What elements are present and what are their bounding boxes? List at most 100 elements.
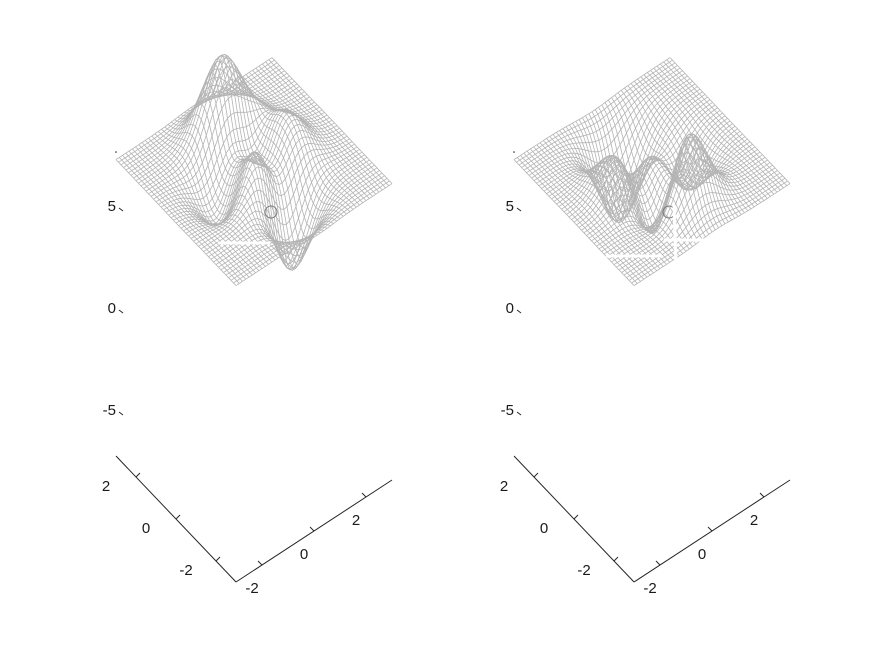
mesh-col-line: [184, 71, 305, 256]
render-artifacts: [584, 204, 720, 421]
mesh-col-line: [252, 70, 373, 197]
z-tick-mark: [516, 411, 522, 416]
mesh-col-line: [520, 155, 641, 282]
mesh-col-line: [115, 159, 237, 286]
mesh-col-line: [588, 113, 710, 235]
mesh-row-line: [633, 183, 791, 286]
x-tick-mark: [309, 526, 315, 532]
mesh-col-line: [594, 109, 716, 231]
z-tick-label: -5: [501, 402, 514, 419]
mesh-col-line: [640, 76, 762, 203]
z-axis-top-dot: [115, 151, 117, 153]
y-tick-label: 0: [540, 520, 548, 537]
mesh-col-line: [591, 111, 713, 233]
surface-mesh: [115, 53, 393, 286]
mesh-col-line: [536, 144, 658, 272]
x-tick-label: 0: [300, 546, 308, 563]
mesh-col-line: [562, 128, 684, 254]
mesh-col-line: [262, 63, 383, 191]
mesh-col-line: [206, 64, 328, 258]
z-tick-mark: [516, 309, 522, 314]
mesh-col-line: [617, 92, 739, 217]
z-tick-mark: [118, 207, 124, 212]
mesh-col-line: [552, 134, 674, 261]
mesh-col-line: [543, 140, 664, 267]
artifact-stroke: [630, 299, 636, 421]
artifact-stroke: [612, 363, 618, 421]
mesh-col-line: [210, 70, 331, 250]
x-tick-mark: [257, 560, 263, 566]
mesh-col-line: [578, 119, 700, 242]
x-tick-label: 2: [750, 512, 758, 529]
mesh-col-line: [161, 128, 282, 257]
y-tick-label: -2: [179, 562, 192, 579]
mesh-col-line: [122, 155, 243, 282]
mesh-col-line: [164, 126, 286, 255]
mesh-row-line: [518, 62, 676, 166]
mesh-col-line: [656, 65, 778, 193]
mesh-col-line: [119, 157, 240, 284]
mesh-col-line: [539, 142, 661, 269]
mesh-col-line: [513, 159, 635, 286]
mesh-col-line: [268, 59, 390, 186]
artifact-stroke: [672, 204, 678, 266]
x-tick-label: 2: [352, 512, 360, 529]
z-axis-top-dot: [513, 151, 515, 153]
y-tick-label: 0: [142, 520, 150, 537]
surface-mesh: [513, 57, 791, 286]
mesh-row-line: [228, 175, 385, 279]
mesh-col-line: [219, 87, 341, 220]
mesh-col-line: [555, 132, 677, 259]
mesh-col-line: [187, 63, 308, 261]
surface-plot-left: -2 0 2 -2 0 2 -5 0 5: [102, 53, 393, 597]
mesh-col-line: [158, 131, 279, 259]
mesh-col-line: [190, 57, 311, 267]
mesh-col-line: [607, 99, 729, 223]
mesh-row-line: [516, 59, 673, 163]
mesh-col-line: [213, 76, 334, 240]
mesh-col-line: [265, 61, 386, 189]
z-tick-label: 5: [108, 198, 116, 215]
artifact-stroke: [258, 299, 264, 411]
y-tick-mark: [573, 514, 579, 520]
x-tick-label: -2: [245, 580, 258, 597]
z-tick-label: 0: [506, 300, 514, 317]
artifact-stroke: [232, 329, 238, 363]
y-tick-label: -2: [577, 562, 590, 579]
mesh-col-line: [624, 87, 745, 213]
mesh-col-line: [245, 74, 367, 201]
x-tick-mark: [361, 492, 367, 498]
mesh-col-line: [517, 157, 638, 284]
mesh-col-line: [663, 61, 784, 189]
mesh-col-line: [666, 59, 788, 186]
mesh-col-line: [650, 70, 771, 197]
mesh-col-line: [660, 63, 781, 191]
mesh-col-line: [151, 135, 273, 263]
mesh-col-line: [154, 133, 276, 261]
mesh-row-line: [513, 57, 671, 160]
y-tick-mark: [613, 556, 619, 562]
x-tick-label: -2: [643, 580, 656, 597]
y-tick-label: 2: [102, 478, 110, 495]
mesh-col-line: [200, 55, 321, 270]
artifact-stroke: [660, 359, 666, 399]
mesh-col-line: [135, 146, 256, 274]
mesh-col-line: [128, 150, 250, 278]
marker-circle: [264, 205, 278, 219]
mesh-col-line: [598, 107, 719, 228]
mesh-col-line: [223, 88, 344, 217]
mesh-col-line: [627, 85, 749, 212]
z-tick-mark: [118, 411, 124, 416]
mesh-col-line: [637, 78, 758, 205]
mesh-col-line: [141, 142, 263, 269]
x-tick-label: 0: [698, 546, 706, 563]
mesh-col-line: [634, 80, 755, 208]
mesh-col-line: [630, 83, 752, 210]
render-artifacts: [160, 241, 346, 411]
mesh-col-line: [271, 57, 393, 184]
mesh-col-line: [643, 74, 765, 201]
y-tick-mark: [135, 472, 141, 478]
mesh-col-line: [523, 152, 645, 280]
z-tick-label: 0: [108, 300, 116, 317]
